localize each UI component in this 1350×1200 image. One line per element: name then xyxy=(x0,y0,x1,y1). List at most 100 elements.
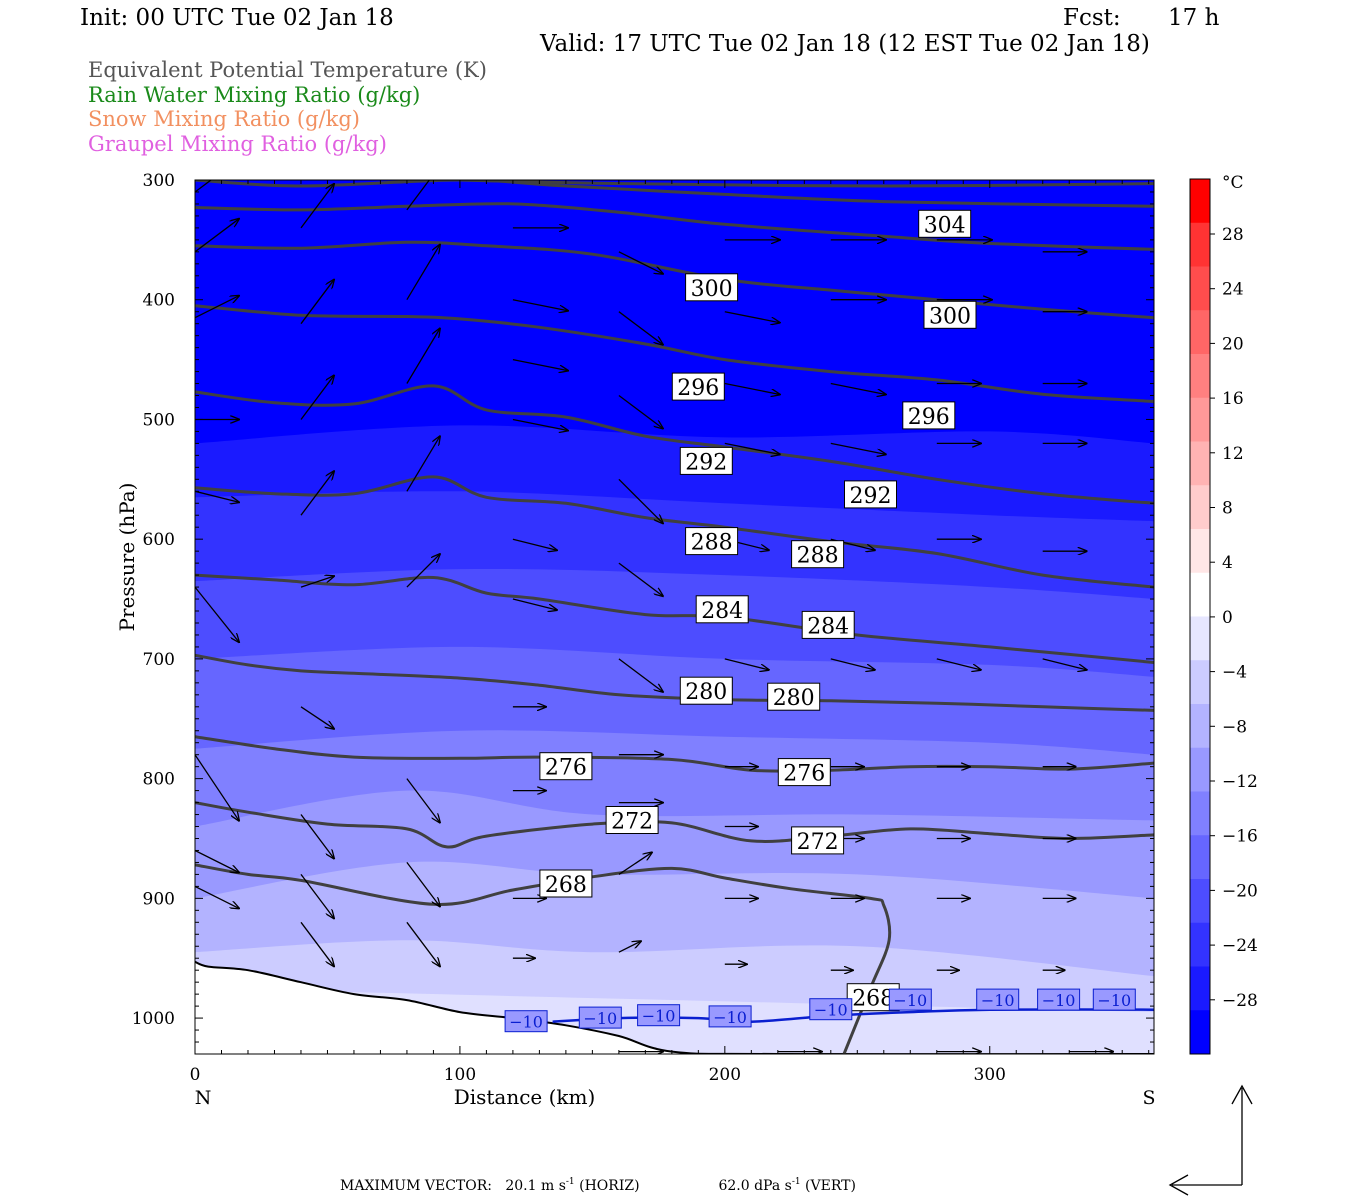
wind-vector xyxy=(300,706,334,729)
theta-e-label: 292 xyxy=(850,484,892,509)
theta-e-contour xyxy=(195,240,1154,320)
contour-label-box xyxy=(767,682,821,711)
valid-time: Valid: 17 UTC Tue 02 Jan 18 (12 EST Tue … xyxy=(540,31,1150,57)
colorbar-label: 12 xyxy=(1222,444,1244,464)
theta-e-label: 284 xyxy=(807,614,849,639)
theta-e-label: 300 xyxy=(929,304,971,329)
wind-vector xyxy=(618,941,641,953)
x-tick-label: 0 xyxy=(190,1065,201,1085)
reference-vector-glyph xyxy=(1168,1084,1253,1196)
colorbar-label: −24 xyxy=(1222,936,1258,956)
y-tick-label: 800 xyxy=(143,770,175,790)
colorbar-label: −4 xyxy=(1222,663,1247,683)
legend-snow: Snow Mixing Ratio (g/kg) xyxy=(88,107,360,131)
max-vert-exp: -1 xyxy=(791,1177,801,1187)
wind-vector xyxy=(300,921,334,966)
colorbar-swatch xyxy=(1190,529,1210,574)
max-vector-footer: MAXIMUM VECTOR: 20.1 m s-1 (HORIZ) 62.0 … xyxy=(340,1177,856,1194)
plot-frame xyxy=(194,179,1155,1055)
colorbar-swatch xyxy=(1190,222,1210,267)
isotherm-label: −10 xyxy=(814,1001,848,1020)
max-horiz-value: 20.1 m s xyxy=(505,1177,566,1194)
wind-vector xyxy=(300,576,334,588)
colorbar-swatch xyxy=(1190,485,1210,530)
x-axis-title: Distance (km) xyxy=(454,1085,596,1109)
isotherm-label-box xyxy=(888,988,932,1011)
colorbar-swatch xyxy=(1190,966,1210,1011)
contour-label-box xyxy=(679,446,733,475)
isotherm-label-box xyxy=(1037,988,1081,1011)
wind-vector xyxy=(406,778,440,823)
colorbar-label: 4 xyxy=(1222,553,1233,573)
wind-vector xyxy=(724,658,769,670)
wind-vector xyxy=(724,442,780,454)
theta-e-label: 272 xyxy=(797,830,839,855)
colorbar-label: 8 xyxy=(1222,499,1233,519)
wind-vector xyxy=(406,436,440,492)
colorbar-swatch xyxy=(1190,704,1210,749)
colorbar-label: 16 xyxy=(1222,389,1244,409)
max-vert-value: 62.0 dPa s xyxy=(718,1177,792,1194)
wind-vector xyxy=(300,814,334,859)
theta-e-label: 268 xyxy=(852,987,894,1012)
contour-label-box xyxy=(685,273,739,302)
contour-label-box xyxy=(605,806,659,834)
colorbar-label: 20 xyxy=(1222,334,1244,354)
colorbar-swatch xyxy=(1190,922,1210,967)
wind-vector xyxy=(512,299,568,311)
contour-label-box xyxy=(844,480,897,509)
wind-vector xyxy=(618,311,663,345)
isotherm-label: −10 xyxy=(509,1013,543,1032)
colorbar-swatch xyxy=(1190,397,1210,442)
wind-vector xyxy=(406,180,431,211)
wind-vector xyxy=(830,442,886,454)
isotherm-label: −10 xyxy=(642,1007,676,1026)
colorbar-label: −28 xyxy=(1222,991,1258,1011)
theta-e-contour xyxy=(195,384,1154,505)
terrain-fill xyxy=(195,961,1154,1054)
theta-e-contour xyxy=(195,573,1154,664)
wind-vector xyxy=(512,358,568,371)
y-tick-label: 400 xyxy=(143,291,175,311)
colorbar-swatch xyxy=(1190,835,1210,880)
y-axis-title: Pressure (hPa) xyxy=(115,483,139,632)
theta-e-label: 268 xyxy=(545,873,587,898)
contour-label-box xyxy=(685,527,739,556)
x-tick-label: 300 xyxy=(974,1065,1006,1085)
colorbar-swatch xyxy=(1190,791,1210,836)
isotherm-label: −10 xyxy=(1097,991,1131,1010)
theta-e-contour xyxy=(195,475,1154,589)
south-end-label: S xyxy=(1142,1087,1155,1109)
colorbar-swatch xyxy=(1190,179,1210,224)
forecast-hour: 17 h xyxy=(1168,5,1220,31)
theta-e-contour xyxy=(195,202,1154,251)
isotherm-label-box xyxy=(708,1005,752,1028)
wind-vector xyxy=(830,658,875,670)
isotherm-label-box xyxy=(1092,988,1136,1011)
isotherm-label: −10 xyxy=(713,1008,747,1027)
theta-e-contour xyxy=(459,180,1154,188)
theta-e-contour xyxy=(195,180,1154,208)
theta-e-label: 300 xyxy=(691,277,733,302)
isotherm-label-box xyxy=(637,1004,681,1027)
x-tick-label: 200 xyxy=(709,1065,741,1085)
theta-e-label: 296 xyxy=(677,376,719,401)
x-tick-label: 100 xyxy=(444,1065,476,1085)
wind-vector xyxy=(512,418,568,431)
wind-vector xyxy=(300,184,334,229)
colorbar-swatch xyxy=(1190,266,1210,311)
isotherm-label-box xyxy=(976,988,1020,1011)
wind-vector xyxy=(300,471,334,516)
colorbar-swatch xyxy=(1190,1010,1210,1055)
colorbar-swatch xyxy=(1190,879,1210,924)
wind-vector xyxy=(300,376,334,420)
colorbar-swatch xyxy=(1190,572,1210,617)
wind-vector xyxy=(195,885,239,908)
theta-e-label: 276 xyxy=(783,762,825,787)
isotherm-label: −10 xyxy=(893,991,927,1010)
theta-e-label: 288 xyxy=(691,531,733,556)
wind-vector xyxy=(195,754,239,821)
wind-vector xyxy=(512,598,557,610)
wind-vector xyxy=(406,862,440,906)
